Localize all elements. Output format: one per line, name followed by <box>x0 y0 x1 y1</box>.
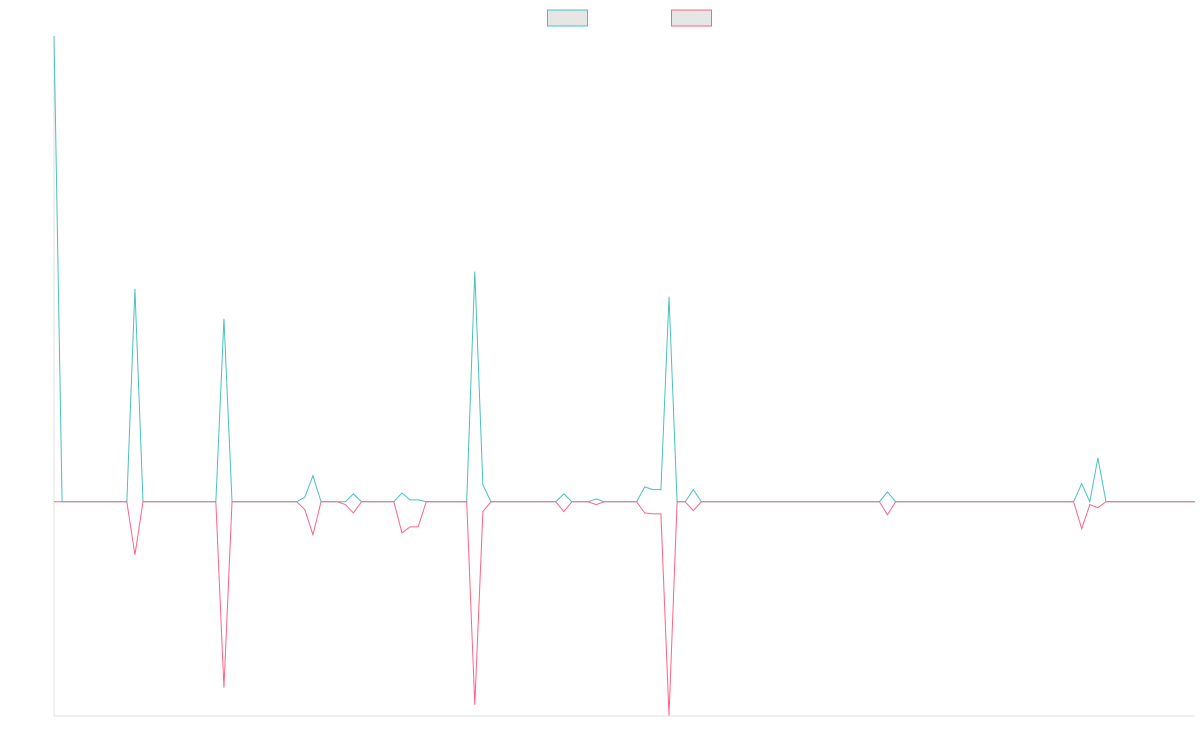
legend-swatch <box>671 9 712 27</box>
series-line <box>53 35 1195 504</box>
series-line <box>54 501 1195 716</box>
legend-swatch <box>547 9 588 27</box>
